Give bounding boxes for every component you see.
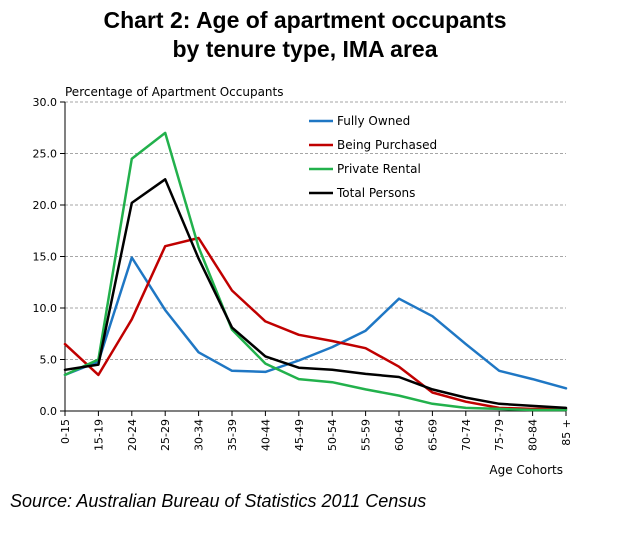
x-tick-label: 30-34 [193, 419, 206, 451]
title-line-2: by tenure type, IMA area [172, 36, 438, 62]
x-tick-label: 65-69 [426, 419, 439, 451]
y-tick-label: 30.0 [33, 96, 58, 109]
x-tick-label: 15-19 [92, 419, 105, 451]
series-lines [63, 131, 568, 412]
series-line-3 [63, 131, 568, 412]
x-tick-label: 80-84 [527, 419, 540, 451]
y-tick-labels: 0.0 5.0 10.0 15.0 20.0 25.0 30.0 [33, 96, 58, 418]
x-tick-label: 20-24 [126, 419, 139, 451]
x-tick-label: 70-74 [460, 419, 473, 451]
x-tick-label: 0-15 [59, 419, 72, 444]
legend: Fully Owned Being Purchased Private Rental… [309, 114, 437, 200]
legend-label: Being Purchased [337, 138, 437, 152]
title-line-1: Chart 2: Age of apartment occupants [103, 7, 507, 33]
x-tick-label: 50-54 [326, 419, 339, 451]
legend-label: Total Persons [336, 186, 415, 200]
y-tick-label: 0.0 [40, 405, 58, 418]
x-tick-label: 45-49 [293, 419, 306, 451]
x-axis-label: Age Cohorts [489, 463, 563, 477]
y-tick-label: 25.0 [33, 148, 58, 161]
x-tick-label: 75-79 [493, 419, 506, 451]
y-tick-label: 10.0 [33, 302, 58, 315]
series-line-4 [63, 178, 568, 410]
x-tick-labels: 0-15 15-19 20-24 25-29 30-34 35-39 40-44 45-49 5… [59, 419, 573, 451]
axes [60, 101, 567, 416]
legend-label: Private Rental [337, 162, 421, 176]
chart-title: Chart 2: Age of apartment occupants by t… [0, 6, 610, 64]
x-tick-label: 55-59 [360, 419, 373, 451]
y-axis-label: Percentage of Apartment Occupants [65, 85, 284, 99]
x-tick-label: 35-39 [226, 419, 239, 451]
y-tick-label: 20.0 [33, 199, 58, 212]
x-tick-label: 25-29 [159, 419, 172, 451]
y-tick-label: 5.0 [40, 354, 58, 367]
series-line-2 [63, 236, 568, 411]
gridlines [65, 101, 566, 360]
y-tick-label: 15.0 [33, 251, 58, 264]
x-tick-label: 85 + [560, 419, 573, 446]
source-note: Source: Australian Bureau of Statistics … [10, 491, 427, 511]
legend-label: Fully Owned [337, 114, 410, 128]
x-tick-label: 40-44 [259, 419, 272, 451]
x-tick-label: 60-64 [393, 419, 406, 451]
